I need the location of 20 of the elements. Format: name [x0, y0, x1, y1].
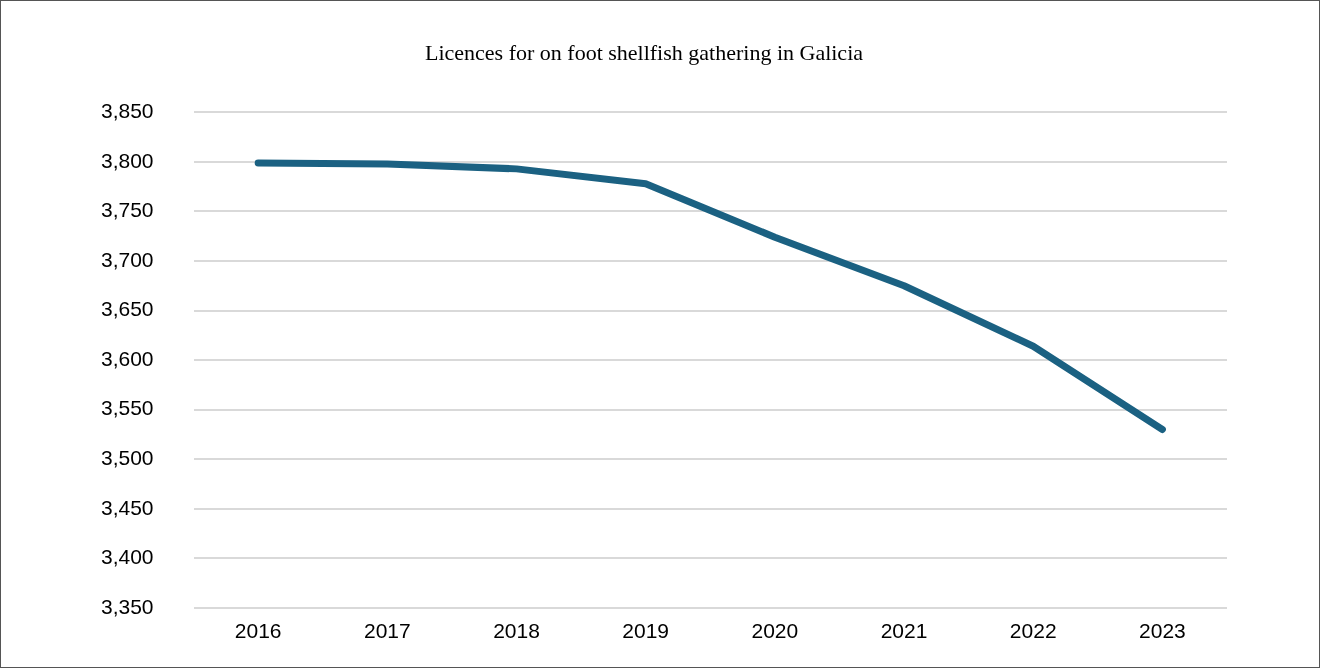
y-tick-label: 3,700 [100, 247, 154, 271]
y-tick-label: 3,550 [100, 396, 154, 420]
y-tick-label: 3,350 [100, 594, 154, 618]
y-tick-label: 3,450 [100, 495, 154, 519]
y-tick-label: 3,750 [100, 198, 154, 222]
x-tick-label: 2019 [622, 619, 670, 643]
x-tick-label: 2018 [493, 619, 540, 643]
x-tick-label: 2022 [1009, 619, 1057, 643]
x-tick-label: 2020 [751, 619, 799, 643]
y-tick-label: 3,800 [100, 148, 154, 172]
y-tick-label: 3,650 [100, 297, 154, 321]
x-tick-label: 2021 [880, 619, 928, 643]
y-tick-label: 3,600 [100, 346, 154, 370]
y-tick-label: 3,400 [100, 545, 154, 569]
y-tick-label: 3,850 [100, 99, 154, 123]
chart-title: Licences for on foot shellfish gathering in Galicia [424, 39, 864, 65]
x-tick-label: 2023 [1139, 619, 1186, 643]
x-tick-label: 2016 [234, 619, 282, 643]
x-tick-label: 2017 [363, 619, 411, 643]
y-tick-label: 3,500 [100, 445, 154, 469]
